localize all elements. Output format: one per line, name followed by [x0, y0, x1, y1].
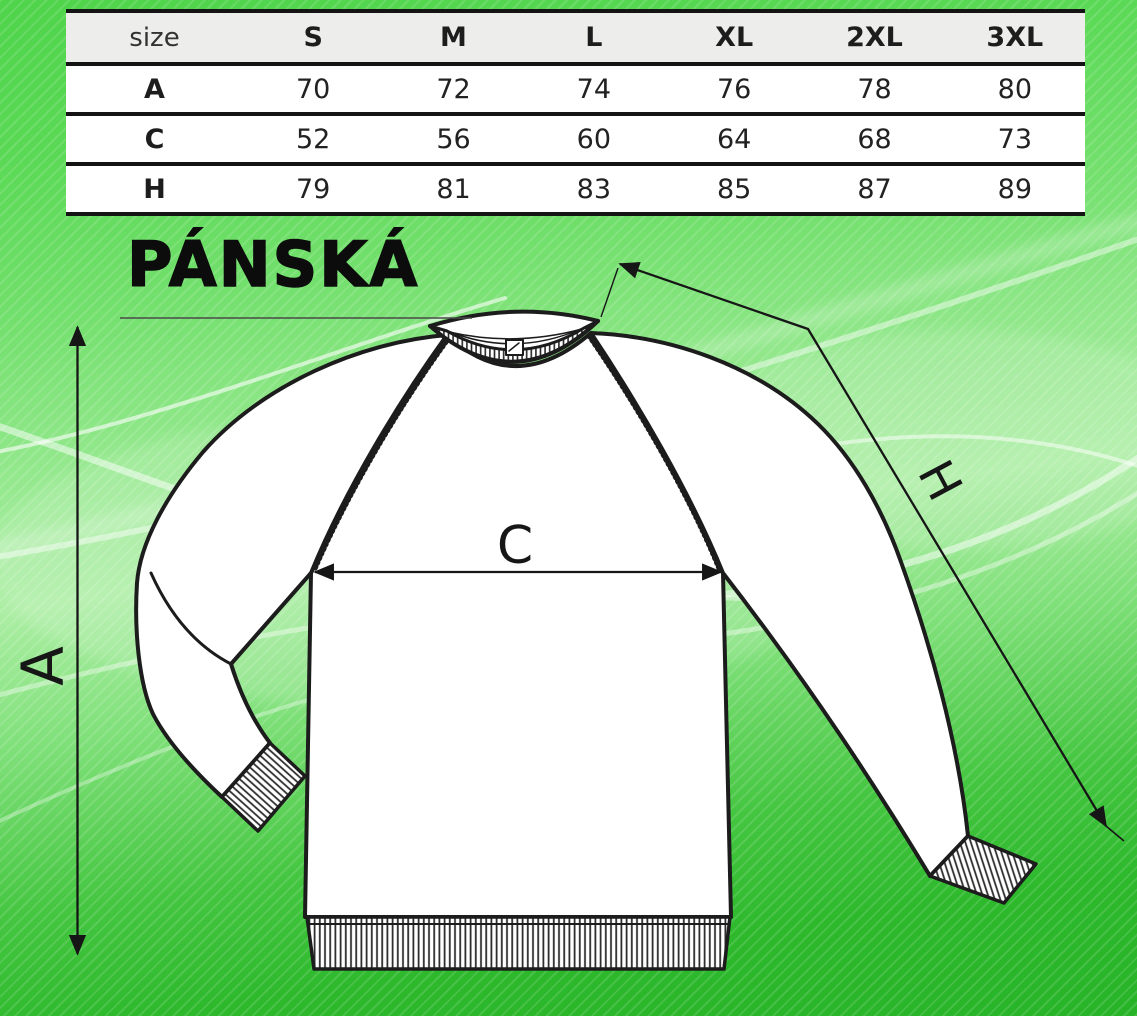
cell-a-3xl: 80 — [997, 73, 1032, 105]
cell-c-m: 56 — [436, 123, 471, 155]
header-cell-m: M — [440, 22, 467, 53]
left-sleeve-crease — [149, 571, 233, 666]
raglan-seam-left — [311, 335, 452, 574]
cell-c-s: 52 — [295, 123, 331, 155]
cell-a-xl: 76 — [716, 73, 752, 105]
cell-c-3xl: 73 — [997, 123, 1032, 155]
header-cell-2xl: 2XL — [846, 22, 903, 53]
cell-h-2xl: 87 — [857, 173, 892, 205]
cell-h-3xl: 89 — [997, 173, 1032, 205]
cell-c-l: 60 — [576, 123, 611, 155]
page-title: PÁNSKÁ — [126, 227, 420, 302]
measure-h-extension-line — [1105, 825, 1125, 842]
left-cuff-ribbing — [220, 741, 307, 833]
collar — [428, 309, 600, 364]
cell-a-2xl: 78 — [857, 73, 892, 105]
cell-c-2xl: 68 — [857, 123, 892, 155]
measure-line-h — [618, 262, 1107, 828]
right-cuff-ribbing — [928, 834, 1038, 905]
table-row-h: H 79 81 83 85 87 89 — [66, 162, 1085, 212]
cell-h-s: 79 — [295, 173, 331, 205]
measure-label-c: C — [497, 516, 533, 576]
size-table: size S M L XL 2XL 3XL A 70 72 74 76 78 8… — [66, 9, 1085, 216]
measure-label-a: A — [9, 646, 77, 686]
cell-c-xl: 64 — [716, 123, 752, 155]
cell-a-l: 74 — [576, 73, 611, 105]
table-row-c: C 52 56 60 64 68 73 — [66, 112, 1085, 162]
cell-h-xl: 85 — [716, 173, 752, 205]
header-cell-3xl: 3XL — [986, 22, 1044, 53]
measure-h-witness-line — [600, 267, 619, 318]
cell-h-l: 83 — [576, 173, 611, 205]
row-label-a: A — [144, 73, 165, 105]
cell-a-m: 72 — [436, 73, 471, 105]
header-cell-l: L — [585, 22, 603, 53]
cell-a-s: 70 — [295, 73, 331, 105]
table-row-a: A 70 72 74 76 78 80 — [66, 66, 1085, 112]
cell-h-m: 81 — [436, 173, 471, 205]
row-label-c: C — [144, 123, 165, 155]
row-label-h: H — [143, 173, 166, 205]
hem-ribbing — [305, 915, 732, 971]
header-cell-size: size — [129, 22, 180, 53]
header-cell-xl: XL — [715, 22, 754, 53]
table-header-row: size S M L XL 2XL 3XL — [66, 13, 1085, 66]
header-cell-s: S — [303, 22, 323, 53]
